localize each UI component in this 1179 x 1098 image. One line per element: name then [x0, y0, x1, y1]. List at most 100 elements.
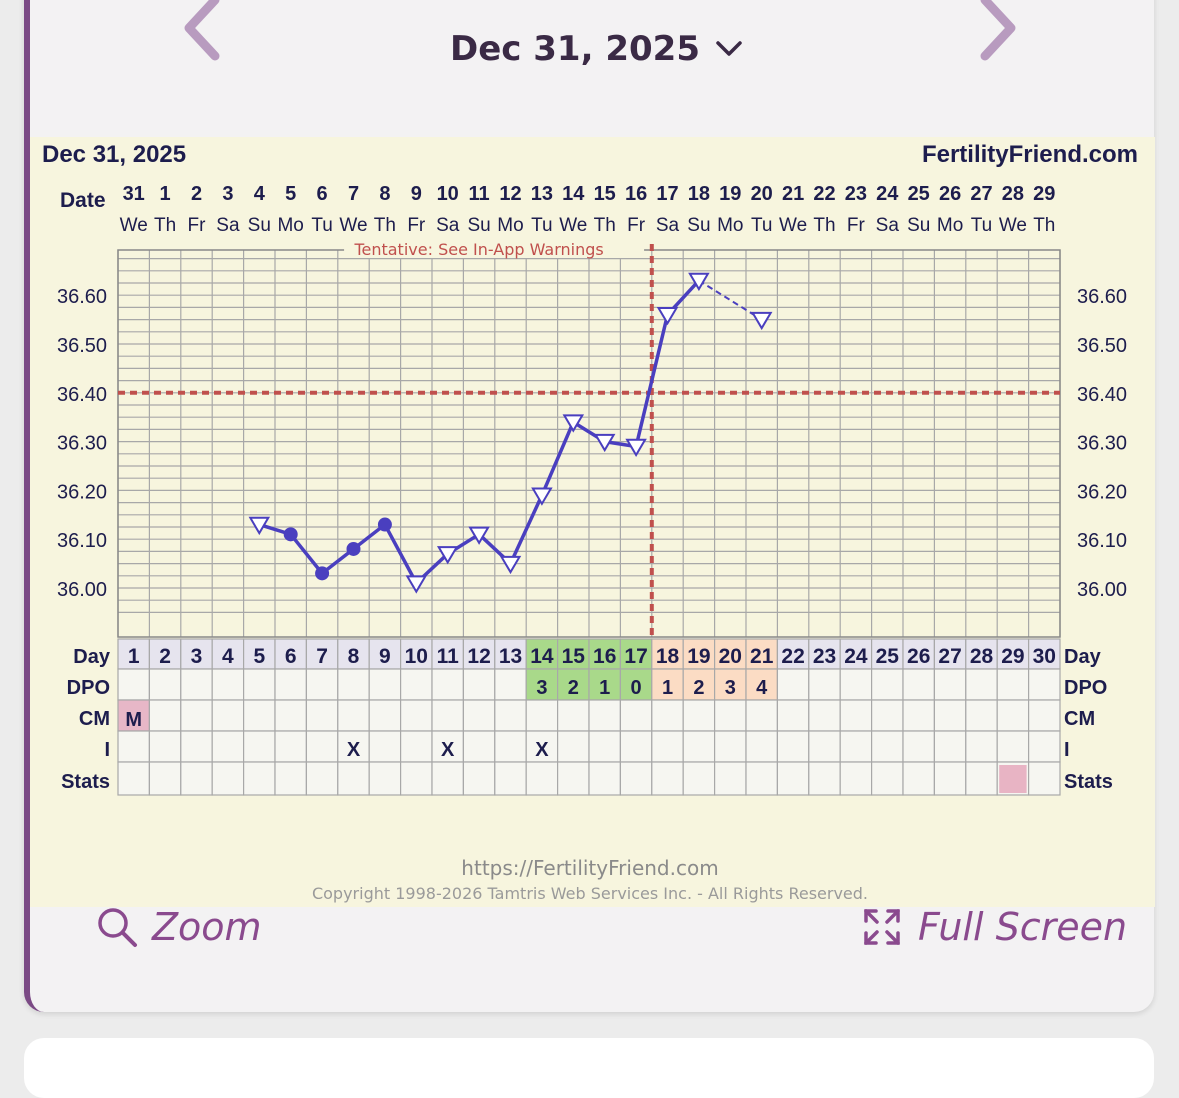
cm-cell: [965, 699, 998, 732]
stats-cell: [368, 761, 402, 796]
fertility-chart[interactable]: Dec 31, 2025 FertilityFriend.com Date 31 We 1…: [30, 137, 1155, 907]
temperature-point[interactable]: [562, 414, 585, 433]
row-label-dpo-right: DPO: [1064, 677, 1107, 699]
temperature-point[interactable]: [531, 487, 553, 506]
i-cell: [996, 730, 1030, 763]
dpo-value: 1: [599, 677, 610, 699]
prev-date-button[interactable]: [175, 0, 235, 68]
cm-cell: [839, 699, 873, 732]
weekday-tick-label: Sa: [436, 215, 460, 236]
dpo-cell: [243, 668, 276, 701]
dpo-cell: [494, 668, 527, 701]
i-cell: [902, 730, 935, 763]
day-cell: [305, 638, 339, 670]
temperature-point[interactable]: [405, 575, 428, 594]
stats-cell: [776, 761, 810, 796]
temperature-point[interactable]: [688, 272, 710, 292]
stats-cell: [588, 761, 621, 796]
weekday-tick-label: Fr: [847, 215, 866, 236]
weekday-tick-label: Mo: [937, 215, 963, 236]
date-tick-label: 28: [1002, 183, 1024, 205]
i-cell: [776, 730, 810, 763]
i-cell: [713, 730, 747, 763]
date-tick-label: 9: [411, 183, 422, 205]
dpo-cell: [211, 668, 245, 701]
temperature-segment: [508, 494, 544, 565]
zoom-button[interactable]: Zoom: [96, 905, 262, 949]
y-tick-label-left: 36.10: [57, 530, 107, 552]
cm-cell: [305, 699, 339, 732]
i-cell: [211, 730, 245, 763]
tentative-note: Tentative: See In-App Warnings: [353, 240, 603, 259]
temperature-point[interactable]: [499, 555, 522, 575]
dpo-cell: [180, 668, 213, 701]
i-cell: [180, 730, 213, 763]
fullscreen-button[interactable]: Full Screen: [862, 905, 1127, 949]
cm-cell: [713, 699, 747, 732]
stats-cell: [619, 761, 653, 796]
day-number: 16: [593, 645, 616, 668]
i-cell: [965, 730, 998, 763]
cm-value: M: [125, 709, 142, 731]
tentative-note-bg: [344, 242, 645, 258]
day-cell: [400, 638, 433, 670]
y-tick-label-left: 36.60: [57, 286, 107, 308]
cm-cell: [117, 699, 150, 732]
weekday-tick-label: Th: [594, 215, 616, 236]
i-cell: [494, 730, 527, 763]
temperature-point[interactable]: [346, 541, 361, 556]
date-tick-label: 25: [908, 183, 930, 205]
cm-cell: [588, 699, 621, 732]
temperature-point[interactable]: [377, 517, 392, 532]
weekday-tick-label: Tu: [751, 215, 772, 236]
row-label-day-right: Day: [1064, 646, 1102, 668]
i-cell: [117, 730, 150, 763]
stats-cell: [1027, 761, 1061, 796]
weekday-tick-label: Fr: [627, 215, 646, 236]
temperature-point[interactable]: [750, 311, 773, 331]
temperature-point[interactable]: [593, 433, 616, 453]
date-tick-label: 18: [688, 183, 710, 205]
i-cell: [745, 730, 778, 763]
cm-cell: [745, 699, 778, 732]
weekday-tick-label: Mo: [497, 215, 523, 236]
temperature-point[interactable]: [468, 526, 490, 545]
next-card: [24, 1038, 1154, 1098]
dpo-cell: [1027, 668, 1061, 701]
temperature-point[interactable]: [436, 546, 459, 565]
i-cell: [870, 730, 904, 763]
temperature-point[interactable]: [248, 516, 271, 536]
dpo-cell: [305, 668, 339, 701]
temperature-point[interactable]: [625, 438, 647, 458]
dpo-value: 3: [725, 677, 736, 699]
y-tick-label-left: 36.40: [57, 384, 107, 406]
day-number: 12: [467, 645, 490, 668]
next-date-button[interactable]: [965, 0, 1025, 68]
day-number: 4: [222, 645, 234, 668]
stats-cell: [462, 761, 496, 796]
temperature-point[interactable]: [656, 306, 679, 326]
date-tick-label: 7: [348, 183, 359, 205]
i-cell: [148, 730, 182, 763]
weekday-tick-label: Sa: [876, 215, 900, 236]
day-number: 22: [781, 645, 804, 668]
temperature-point[interactable]: [315, 566, 330, 581]
date-picker[interactable]: Dec 31, 2025: [450, 24, 744, 74]
selected-date: Dec 31, 2025: [450, 29, 700, 69]
day-number: 25: [876, 645, 900, 668]
day-number: 30: [1033, 645, 1056, 668]
day-cell: [839, 638, 873, 670]
date-tick-label: 11: [469, 183, 490, 205]
day-number: 1: [128, 645, 140, 668]
temperature-point[interactable]: [283, 527, 298, 542]
cm-cell: [494, 699, 527, 732]
day-number: 20: [719, 645, 742, 668]
day-number: 23: [813, 645, 836, 668]
day-number: 6: [285, 645, 297, 668]
chart-date-label: Dec 31, 2025: [42, 141, 186, 168]
weekday-tick-label: Fr: [407, 215, 426, 236]
stats-cell: [148, 761, 182, 796]
date-tick-label: 5: [285, 183, 296, 205]
dpo-cell: [556, 668, 590, 701]
chevron-right-icon: [980, 0, 1016, 61]
